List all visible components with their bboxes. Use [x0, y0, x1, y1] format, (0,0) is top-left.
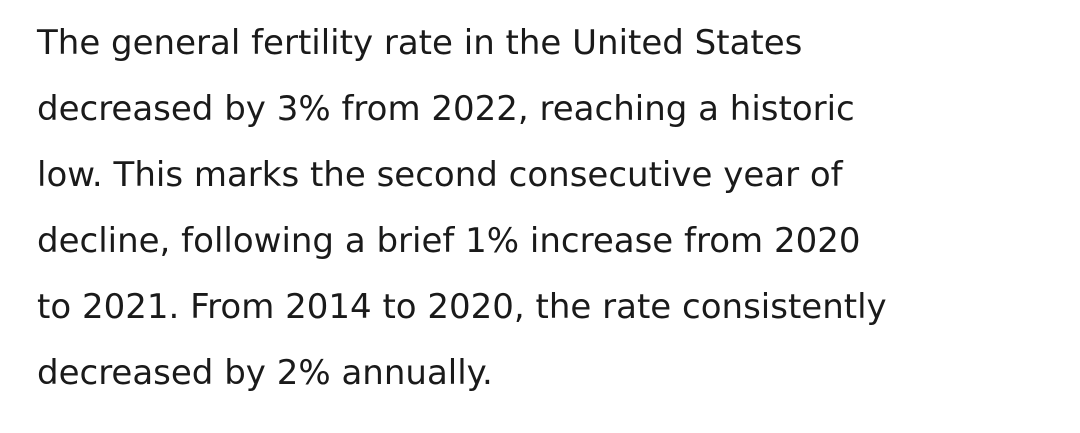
paragraph-line: decreased by 3% from 2022, reaching a hi…	[37, 89, 855, 129]
paragraph-line: to 2021. From 2014 to 2020, the rate con…	[37, 287, 887, 327]
paragraph-line: decreased by 2% annually.	[37, 353, 493, 393]
paragraph-line: The general fertility rate in the United…	[37, 23, 803, 63]
paragraph-line: decline, following a brief 1% increase f…	[37, 221, 861, 261]
article-paragraph: The general fertility rate in the United…	[37, 10, 1067, 406]
paragraph-line: low. This marks the second consecutive y…	[37, 155, 843, 195]
